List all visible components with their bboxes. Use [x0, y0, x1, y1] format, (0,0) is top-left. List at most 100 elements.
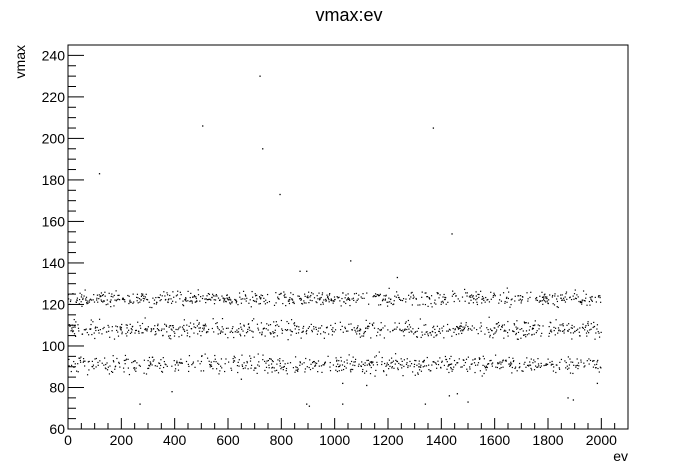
data-point [504, 302, 506, 304]
data-point [503, 330, 505, 332]
data-point [582, 323, 584, 325]
data-point [557, 332, 559, 334]
data-point [468, 302, 470, 304]
data-point [391, 366, 393, 368]
data-point [396, 360, 399, 363]
data-point [189, 322, 192, 324]
data-point [556, 298, 558, 300]
data-point [202, 324, 204, 326]
data-point [138, 298, 141, 300]
data-point [265, 366, 268, 368]
data-point [530, 367, 532, 370]
data-point [480, 322, 482, 324]
data-point [462, 330, 464, 332]
data-point [581, 303, 583, 305]
data-point [339, 364, 341, 366]
data-point [175, 328, 177, 331]
data-point [69, 300, 72, 303]
data-point [433, 361, 435, 363]
data-point [243, 362, 245, 364]
data-point [83, 329, 85, 331]
data-point [463, 328, 465, 330]
data-point [478, 296, 480, 299]
data-point [194, 301, 196, 303]
data-point [145, 329, 147, 331]
data-point [573, 364, 575, 366]
data-point [515, 333, 517, 336]
data-point [419, 304, 421, 306]
data-point [543, 297, 545, 299]
outlier-point [306, 403, 308, 405]
data-point [76, 297, 79, 299]
data-point [186, 324, 188, 326]
data-point [229, 302, 231, 304]
data-point [73, 366, 75, 368]
data-point [482, 355, 484, 357]
data-point [308, 291, 310, 293]
data-point [305, 357, 307, 360]
data-point [271, 371, 273, 373]
data-point [470, 296, 472, 298]
data-point [390, 357, 393, 359]
data-point [336, 359, 338, 361]
data-point [353, 293, 356, 295]
data-point [585, 297, 587, 299]
data-point [577, 362, 580, 364]
data-point [186, 329, 188, 331]
data-point [87, 300, 89, 302]
data-point [371, 361, 373, 363]
data-point [155, 296, 157, 299]
data-point [316, 301, 318, 304]
data-point [286, 329, 288, 332]
data-point [374, 293, 377, 295]
data-point [101, 333, 103, 335]
data-point [327, 297, 329, 299]
data-point [397, 369, 399, 371]
data-point [125, 333, 127, 335]
data-point [155, 333, 157, 335]
data-point [382, 298, 384, 300]
data-point [550, 364, 552, 366]
outlier-point [467, 401, 469, 403]
data-point [274, 325, 277, 327]
data-point [114, 368, 116, 370]
data-point [508, 356, 510, 359]
data-point [361, 361, 363, 363]
data-point [152, 297, 154, 299]
data-point [139, 301, 141, 303]
data-point [85, 298, 87, 300]
data-point [501, 324, 504, 326]
data-point [588, 332, 590, 334]
data-point [340, 360, 343, 362]
data-point [113, 361, 115, 363]
data-point [247, 368, 249, 370]
data-point [326, 326, 328, 328]
data-point [224, 370, 226, 373]
data-point [294, 356, 297, 358]
data-point [263, 327, 265, 329]
outlier-point [342, 403, 344, 405]
data-point [379, 329, 381, 331]
data-point [161, 295, 163, 297]
data-point [164, 363, 166, 365]
data-point [429, 298, 431, 300]
data-point [325, 298, 327, 300]
data-point [530, 358, 532, 360]
data-point [290, 292, 292, 294]
data-point [136, 293, 139, 295]
data-point [242, 298, 244, 300]
data-point [162, 366, 165, 369]
data-point [444, 296, 446, 298]
data-point [530, 291, 532, 293]
data-point [444, 298, 446, 301]
data-point [98, 318, 101, 320]
data-point [423, 324, 425, 326]
data-point [163, 328, 165, 330]
data-point [231, 302, 233, 304]
data-point [445, 303, 447, 305]
data-point [266, 360, 268, 362]
data-point [498, 302, 500, 304]
data-point [466, 370, 469, 372]
data-point [560, 297, 562, 299]
data-point [590, 298, 592, 300]
